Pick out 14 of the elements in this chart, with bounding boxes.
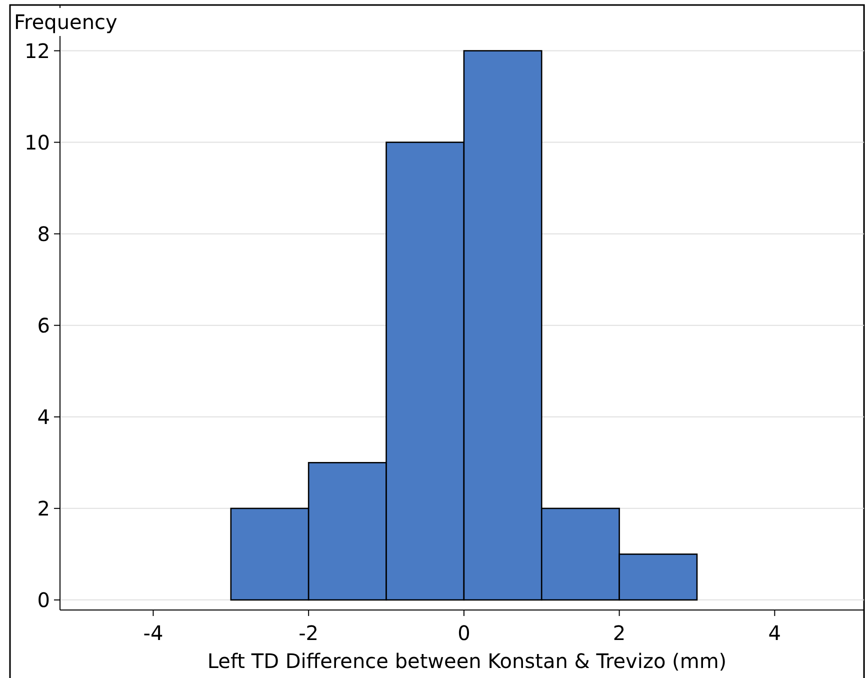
y-tick-label: 4 xyxy=(37,404,50,429)
y-tick-label: 8 xyxy=(37,222,50,246)
y-tick-label: 10 xyxy=(24,130,50,154)
y-axis-title: Frequency xyxy=(14,10,118,34)
x-tick-label: 2 xyxy=(612,621,626,645)
y-tick-label: 0 xyxy=(37,588,50,612)
x-tick-label: -2 xyxy=(298,621,319,645)
y-tick-label: 2 xyxy=(37,496,50,520)
y-tick-label: 6 xyxy=(37,313,50,338)
x-tick-label: 4 xyxy=(768,621,782,645)
x-axis-title: Left TD Difference between Konstan & Trevizo (mm) xyxy=(207,649,727,673)
x-tick-label: -4 xyxy=(143,621,164,645)
x-tick-label: 0 xyxy=(458,621,470,645)
y-tick-label: 12 xyxy=(24,38,50,63)
